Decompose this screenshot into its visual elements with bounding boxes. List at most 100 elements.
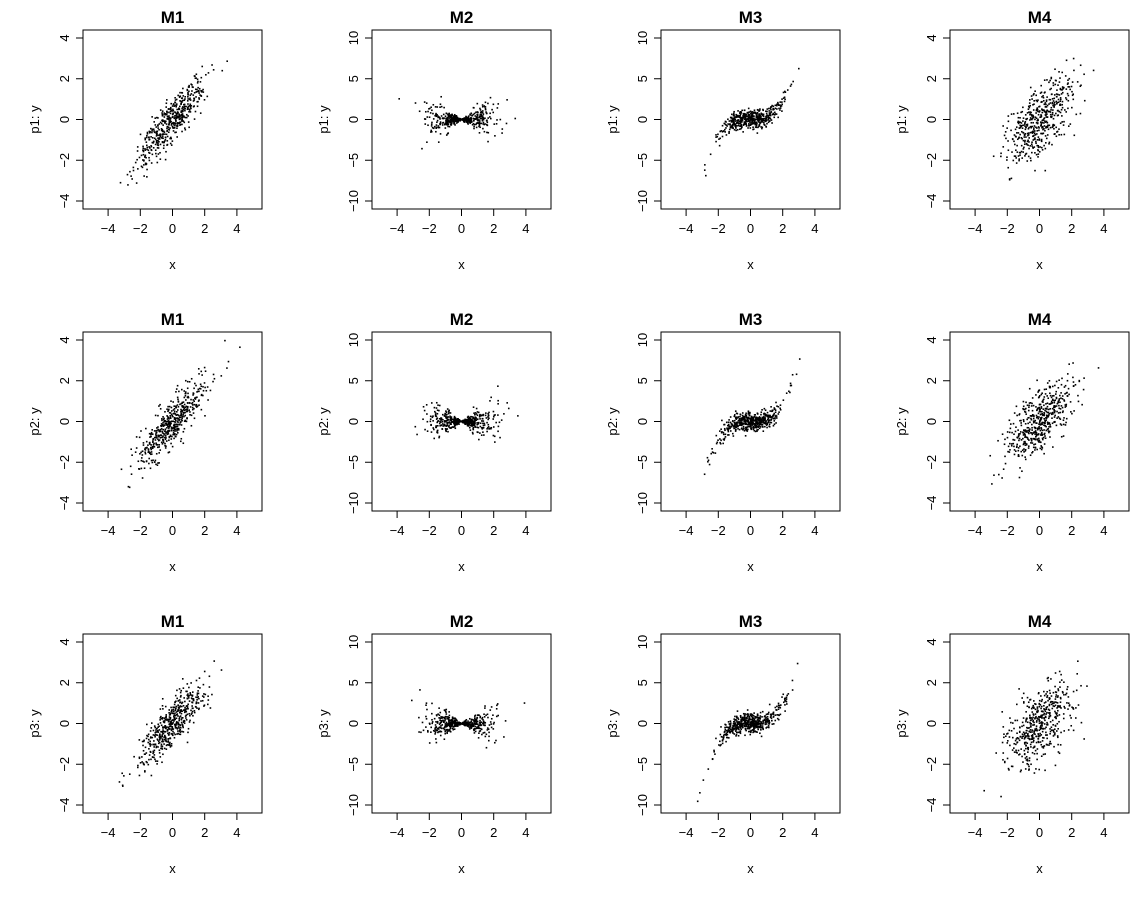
- data-point: [466, 424, 469, 427]
- data-point: [137, 168, 139, 170]
- data-point: [1030, 437, 1032, 440]
- data-point: [181, 107, 183, 110]
- data-point: [760, 413, 762, 416]
- data-point: [179, 726, 182, 729]
- data-point: [176, 127, 178, 129]
- data-point: [1026, 125, 1028, 127]
- data-point: [1064, 384, 1067, 387]
- data-point: [438, 726, 441, 729]
- data-point: [489, 427, 491, 430]
- data-point: [446, 417, 448, 419]
- data-point: [195, 405, 197, 407]
- x-tick-label: 2: [490, 825, 497, 840]
- data-point: [1032, 128, 1035, 131]
- data-point: [1060, 383, 1063, 386]
- data-point: [484, 108, 487, 111]
- data-point: [751, 424, 753, 427]
- data-point: [1048, 103, 1050, 105]
- data-point: [745, 427, 748, 429]
- data-point: [762, 113, 765, 116]
- data-point: [743, 415, 746, 418]
- data-point: [207, 699, 210, 701]
- data-point: [150, 446, 152, 449]
- data-point: [1029, 402, 1032, 404]
- data-point: [156, 130, 159, 133]
- data-point: [436, 721, 439, 724]
- data-point: [1013, 155, 1016, 157]
- data-point: [145, 156, 147, 159]
- data-point: [1042, 436, 1045, 439]
- data-point: [448, 125, 451, 128]
- data-point: [729, 126, 732, 128]
- data-point: [1041, 446, 1043, 448]
- data-point: [1055, 93, 1058, 95]
- data-point: [156, 144, 159, 146]
- data-point: [748, 115, 750, 118]
- data-point: [478, 132, 481, 134]
- data-point: [733, 421, 736, 424]
- data-point: [1028, 404, 1030, 407]
- data-point: [181, 123, 183, 126]
- data-point: [735, 416, 738, 419]
- data-point: [163, 717, 166, 719]
- data-point: [169, 424, 171, 427]
- data-point: [198, 697, 200, 700]
- data-point: [143, 739, 145, 742]
- data-point: [174, 421, 177, 423]
- data-point: [181, 116, 184, 119]
- data-point: [144, 148, 146, 150]
- data-point: [167, 729, 169, 731]
- data-point: [730, 119, 732, 122]
- data-point: [754, 112, 756, 114]
- data-point: [168, 426, 171, 428]
- data-point: [473, 118, 475, 120]
- data-point: [168, 439, 170, 442]
- data-point: [183, 407, 186, 410]
- data-point: [1043, 388, 1046, 391]
- data-point: [1058, 399, 1060, 401]
- data-point: [150, 453, 152, 456]
- data-point: [174, 97, 176, 99]
- data-point: [160, 434, 163, 436]
- data-point: [492, 103, 495, 106]
- data-point: [755, 126, 758, 129]
- data-point: [769, 118, 772, 120]
- data-point: [162, 726, 164, 728]
- data-point: [1061, 115, 1063, 117]
- x-tick-label: −4: [101, 523, 116, 538]
- data-point: [754, 423, 757, 426]
- data-point: [1066, 379, 1069, 382]
- data-point: [187, 98, 189, 100]
- data-point: [1031, 132, 1034, 134]
- data-point: [449, 415, 451, 418]
- data-point: [1022, 148, 1025, 150]
- data-point: [438, 409, 440, 412]
- data-point: [748, 421, 751, 424]
- data-point: [456, 117, 458, 120]
- data-point: [766, 415, 769, 418]
- data-point: [179, 724, 182, 727]
- data-point: [179, 733, 182, 736]
- data-point: [1024, 456, 1026, 458]
- data-point: [191, 691, 194, 693]
- data-point: [1040, 445, 1042, 447]
- data-point: [1083, 377, 1085, 379]
- data-point: [1016, 112, 1019, 115]
- data-point: [181, 92, 184, 94]
- data-point: [163, 144, 165, 147]
- data-point: [1029, 157, 1032, 159]
- data-point: [162, 726, 165, 728]
- data-point: [198, 387, 201, 390]
- data-point: [170, 438, 173, 440]
- data-point: [157, 435, 160, 438]
- data-point: [740, 424, 742, 426]
- data-point: [160, 424, 162, 427]
- data-point: [175, 707, 177, 709]
- data-point: [1068, 77, 1071, 80]
- data-point: [184, 708, 186, 711]
- data-point: [1036, 448, 1038, 451]
- data-point: [732, 114, 735, 117]
- data-point: [760, 112, 763, 115]
- data-point: [1031, 429, 1033, 431]
- data-point: [177, 116, 180, 118]
